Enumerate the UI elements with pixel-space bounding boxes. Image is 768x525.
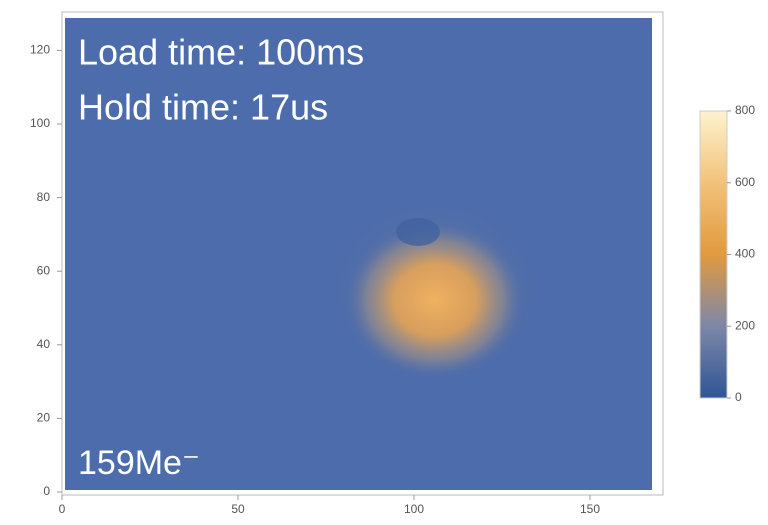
annotation: Load time: 100ms [78, 32, 364, 73]
colorbar-tick-label: 0 [735, 390, 742, 404]
y-tick-label: 120 [30, 43, 50, 57]
y-tick-label: 80 [37, 190, 51, 204]
annotation: 159Me⁻ [78, 444, 200, 482]
y-tick-label: 60 [37, 263, 51, 277]
y-tick-label: 20 [37, 411, 51, 425]
blob [343, 220, 527, 380]
blob-notch [396, 218, 440, 246]
colorbar-tick-label: 200 [735, 318, 755, 332]
chart: 0 50 100 150 0 20 40 60 80 100 120 Load time: 100ms… [0, 0, 768, 520]
colorbar-tick-label: 800 [735, 103, 755, 117]
y-tick-label: 40 [37, 337, 51, 351]
x-tick-label: 50 [231, 502, 245, 516]
x-tick-label: 100 [404, 502, 424, 516]
colorbar [700, 111, 727, 398]
y-tick-label: 0 [43, 484, 50, 498]
colorbar-tick-label: 600 [735, 175, 755, 189]
x-tick-label: 0 [59, 502, 66, 516]
colorbar-tick-label: 400 [735, 247, 755, 261]
x-tick-label: 150 [580, 502, 600, 516]
annotation: Hold time: 17us [78, 87, 328, 128]
y-tick-label: 100 [30, 116, 50, 130]
